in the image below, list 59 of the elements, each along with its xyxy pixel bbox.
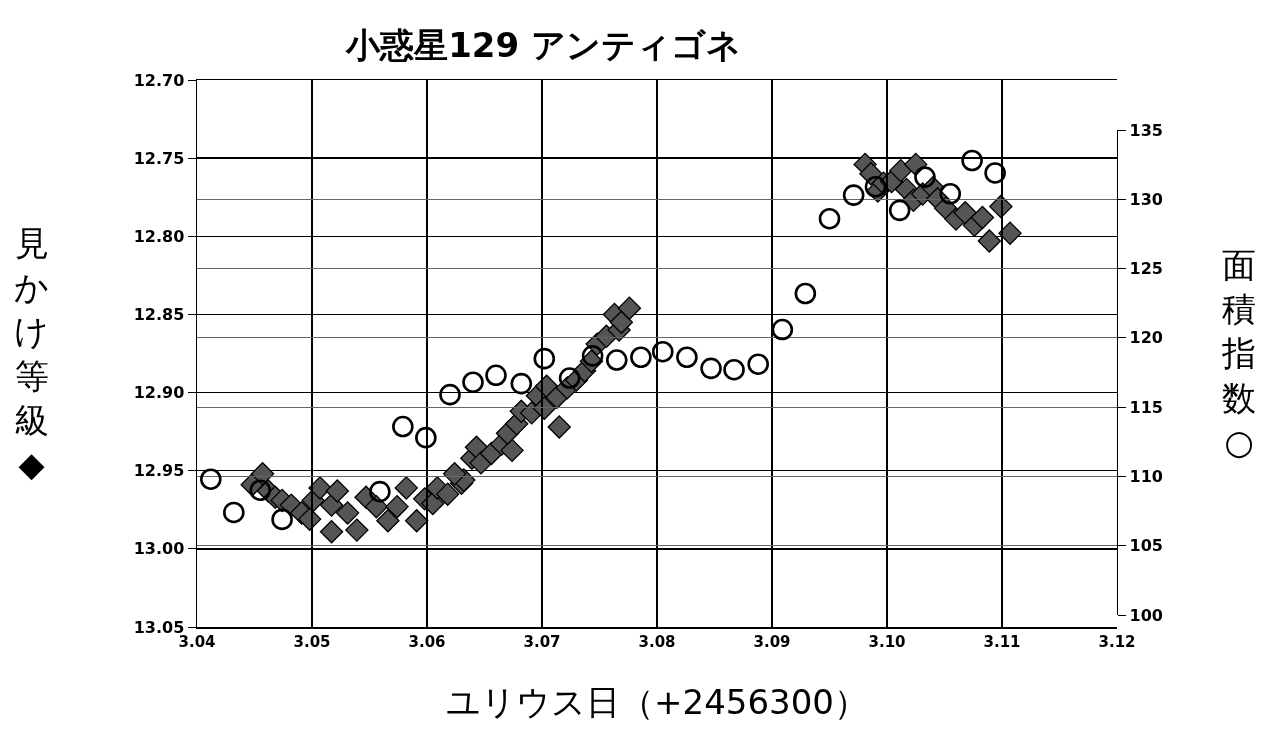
point bbox=[581, 345, 604, 367]
x-tick-label: 3.05 bbox=[293, 632, 331, 651]
y-tick-label: 12.80 bbox=[133, 226, 185, 246]
point bbox=[842, 184, 865, 206]
y2-tick-label: 105 bbox=[1129, 536, 1163, 556]
point bbox=[605, 349, 628, 371]
point bbox=[369, 480, 391, 503]
point bbox=[818, 207, 841, 230]
point bbox=[271, 508, 293, 531]
x-axis-title: ユリウス日（+2456300） bbox=[446, 681, 868, 722]
point bbox=[771, 318, 794, 341]
x-tick-label: 3.06 bbox=[408, 632, 446, 651]
y2-tick-label: 120 bbox=[1129, 328, 1163, 348]
x-tick-label: 3.12 bbox=[1098, 632, 1136, 651]
x-tick-label: 3.10 bbox=[868, 632, 906, 651]
point bbox=[510, 372, 533, 395]
x-tick-label: 3.08 bbox=[638, 632, 676, 651]
point bbox=[630, 346, 652, 369]
point bbox=[864, 176, 887, 198]
point bbox=[939, 182, 962, 205]
y2-tick-label: 130 bbox=[1129, 189, 1163, 209]
y-tick-label: 13.00 bbox=[133, 539, 185, 559]
point bbox=[249, 479, 272, 502]
point bbox=[439, 383, 461, 406]
y2-axis-title: 面積指数○ bbox=[1221, 245, 1256, 462]
point bbox=[961, 149, 983, 172]
chart-title: 小惑星129 アンティゴネ bbox=[345, 24, 741, 65]
y2-tick-label: 125 bbox=[1129, 259, 1163, 279]
y2-tick-label: 115 bbox=[1129, 397, 1163, 417]
point bbox=[888, 199, 911, 222]
x-tick-label: 3.11 bbox=[983, 632, 1021, 651]
y2-tick-label: 135 bbox=[1129, 120, 1163, 140]
point bbox=[392, 415, 414, 438]
x-tick-label: 3.04 bbox=[178, 632, 216, 651]
y2-tick-label: 100 bbox=[1129, 605, 1163, 625]
x-tick-label: 3.07 bbox=[523, 632, 561, 651]
point bbox=[676, 346, 698, 369]
point bbox=[794, 282, 817, 305]
point bbox=[558, 367, 581, 389]
y2-tick-label: 110 bbox=[1129, 467, 1163, 487]
point bbox=[415, 426, 437, 449]
point bbox=[533, 347, 556, 370]
y-tick-label: 12.85 bbox=[133, 305, 185, 325]
y-tick-label: 12.90 bbox=[133, 383, 185, 403]
point bbox=[747, 353, 769, 375]
x-tick-label: 3.09 bbox=[753, 632, 791, 651]
point bbox=[485, 364, 507, 387]
y-tick-label: 12.95 bbox=[133, 461, 185, 481]
y-axis-title: 見かけ等級◆ bbox=[14, 223, 49, 484]
point bbox=[723, 358, 745, 381]
y-tick-label: 12.75 bbox=[133, 148, 185, 168]
point bbox=[200, 468, 222, 490]
point bbox=[651, 340, 674, 363]
point bbox=[914, 166, 936, 188]
point bbox=[462, 371, 484, 393]
point bbox=[223, 501, 245, 524]
point bbox=[700, 357, 722, 380]
y-tick-label: 12.70 bbox=[133, 70, 185, 90]
point bbox=[984, 162, 1006, 184]
